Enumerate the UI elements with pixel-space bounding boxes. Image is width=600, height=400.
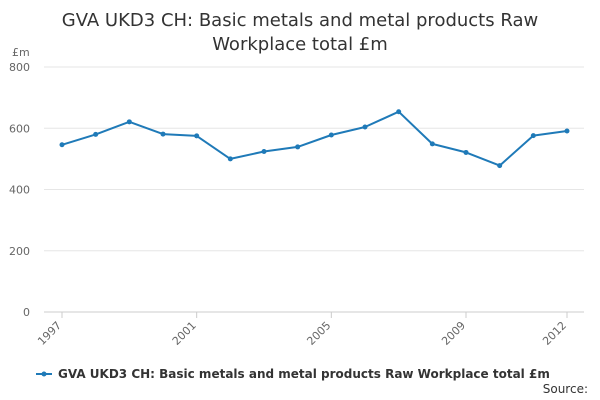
data-point-2004[interactable] <box>295 144 301 150</box>
series-line <box>61 110 568 167</box>
y-tick-label: 400 <box>9 184 30 197</box>
legend-marker-swatch <box>41 371 47 377</box>
legend-label: GVA UKD3 CH: Basic metals and metal prod… <box>58 367 550 381</box>
x-tick-label: 1997 <box>35 319 64 348</box>
series-layer <box>59 109 570 169</box>
data-point-2000[interactable] <box>160 131 166 137</box>
y-tick-label: 0 <box>23 306 30 319</box>
data-point-2001[interactable] <box>194 133 200 139</box>
data-point-2007[interactable] <box>396 109 402 115</box>
data-point-2009[interactable] <box>463 149 469 155</box>
x-tick-label: 2009 <box>439 319 468 348</box>
data-point-1998[interactable] <box>93 131 99 137</box>
gridlines <box>44 66 584 313</box>
y-axis-ticks: 0 200 400 600 800 <box>9 61 30 319</box>
data-point-2010[interactable] <box>497 163 503 169</box>
data-point-2012[interactable] <box>564 128 570 134</box>
chart-title-line-2: Workplace total £m <box>212 34 388 55</box>
y-tick-label: 600 <box>9 122 30 135</box>
legend[interactable]: GVA UKD3 CH: Basic metals and metal prod… <box>36 367 550 381</box>
chart-title-line-1: GVA UKD3 CH: Basic metals and metal prod… <box>62 10 538 31</box>
data-point-2002[interactable] <box>227 156 233 162</box>
x-tick-label: 2005 <box>304 319 333 348</box>
data-point-2011[interactable] <box>530 133 536 139</box>
data-point-2005[interactable] <box>328 132 334 138</box>
source-label: Source: <box>543 382 588 396</box>
x-axis-ticks: 1997 2001 2005 2009 2012 <box>35 312 569 348</box>
x-tick-label: 2001 <box>170 319 199 348</box>
data-point-2003[interactable] <box>261 149 267 155</box>
data-point-2006[interactable] <box>362 124 368 130</box>
y-axis-unit-label: £m <box>12 46 30 59</box>
data-point-1997[interactable] <box>59 142 65 148</box>
y-tick-label: 200 <box>9 245 30 258</box>
y-tick-label: 800 <box>9 61 30 74</box>
x-tick-label: 2012 <box>540 319 569 348</box>
data-point-2008[interactable] <box>429 141 435 147</box>
data-point-1999[interactable] <box>126 119 132 125</box>
